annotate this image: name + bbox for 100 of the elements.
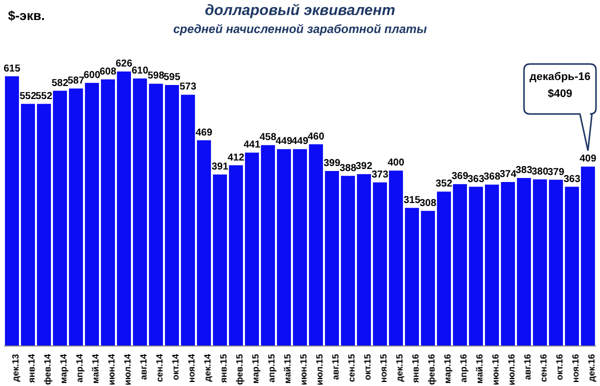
x-tick-label: окт.14 bbox=[170, 354, 180, 380]
data-label: 587 bbox=[68, 76, 85, 87]
x-tick-label: авг.15 bbox=[330, 354, 340, 380]
x-tick-label: фев.15 bbox=[234, 354, 244, 385]
bar bbox=[372, 182, 387, 346]
data-label: 449 bbox=[276, 136, 293, 148]
bar bbox=[276, 149, 291, 346]
x-tick-label: фев.16 bbox=[426, 354, 436, 385]
x-tick-label: янв.15 bbox=[218, 354, 228, 383]
x-tick-label: окт.15 bbox=[362, 354, 372, 380]
bar bbox=[484, 184, 499, 346]
bar bbox=[116, 71, 131, 346]
x-tick-label: апр.14 bbox=[74, 354, 84, 382]
data-label: 363 bbox=[468, 174, 485, 185]
x-tick-label: фев.14 bbox=[42, 354, 52, 385]
x-tick-label: ноя.14 bbox=[186, 354, 196, 383]
bar bbox=[420, 210, 435, 346]
bar bbox=[340, 176, 355, 346]
data-label: 600 bbox=[84, 70, 101, 81]
data-label: 383 bbox=[516, 165, 533, 176]
bar bbox=[4, 76, 19, 346]
data-label: 449 bbox=[292, 136, 309, 148]
x-tick-label: май.14 bbox=[90, 354, 100, 384]
x-tick-label: июн.16 bbox=[490, 354, 500, 386]
x-tick-label: апр.16 bbox=[458, 354, 468, 382]
data-label: 582 bbox=[52, 78, 69, 89]
data-label: 373 bbox=[372, 169, 389, 180]
bar bbox=[356, 174, 371, 346]
data-label: 573 bbox=[180, 82, 197, 93]
bar bbox=[180, 94, 195, 346]
data-label: 379 bbox=[548, 166, 565, 178]
bar bbox=[68, 88, 83, 346]
data-label: 368 bbox=[484, 172, 501, 183]
data-label: 388 bbox=[340, 162, 357, 174]
data-label: 391 bbox=[212, 162, 229, 173]
data-label: 608 bbox=[100, 66, 117, 78]
data-label: 399 bbox=[324, 158, 341, 170]
bar bbox=[308, 144, 323, 346]
bar bbox=[388, 170, 403, 346]
data-label: 400 bbox=[388, 158, 405, 169]
bar bbox=[324, 171, 339, 346]
data-label: 392 bbox=[356, 161, 373, 172]
bar bbox=[468, 186, 483, 346]
x-tick-label: сен.16 bbox=[538, 354, 548, 382]
data-label: 552 bbox=[20, 90, 37, 102]
bar bbox=[436, 192, 451, 346]
x-tick-label: ноя.15 bbox=[378, 354, 388, 383]
x-tick-label: авг.14 bbox=[138, 354, 148, 380]
bar bbox=[500, 182, 515, 346]
data-label: 352 bbox=[436, 178, 453, 190]
x-tick-label: дек.15 bbox=[394, 354, 404, 382]
data-label: 369 bbox=[452, 171, 469, 182]
bar bbox=[20, 104, 35, 346]
data-label: 610 bbox=[132, 65, 149, 76]
bar bbox=[212, 174, 227, 346]
x-tick-label: май.16 bbox=[474, 354, 484, 384]
data-label: 308 bbox=[420, 198, 437, 209]
x-tick-label: май.15 bbox=[282, 354, 292, 384]
bar bbox=[148, 84, 163, 346]
bar bbox=[564, 186, 579, 346]
bar bbox=[164, 85, 179, 346]
bar bbox=[100, 79, 115, 346]
x-tick-label: мар.14 bbox=[58, 354, 68, 384]
x-tick-label: янв.16 bbox=[410, 354, 420, 383]
x-tick-label: июн.14 bbox=[106, 354, 116, 386]
chart-subtitle: средней начисленной заработной платы bbox=[172, 22, 428, 36]
x-tick-label: сен.15 bbox=[346, 354, 356, 382]
chart-title: долларовый эквивалент bbox=[204, 2, 396, 19]
annotation: декабрь-16 $409 bbox=[530, 71, 590, 100]
bar bbox=[52, 90, 67, 346]
data-label: 460 bbox=[308, 131, 325, 142]
bar bbox=[404, 208, 419, 346]
bar bbox=[516, 178, 531, 346]
data-label: 412 bbox=[228, 152, 245, 164]
data-label: 598 bbox=[148, 70, 165, 82]
data-label: 458 bbox=[260, 132, 277, 144]
x-tick-label: июл.14 bbox=[122, 354, 132, 386]
x-tick-label: дек.16 bbox=[586, 354, 596, 382]
bar bbox=[84, 82, 99, 346]
x-tick-label: ноя.16 bbox=[570, 354, 580, 383]
data-label: 315 bbox=[404, 194, 421, 206]
data-label: 409 bbox=[580, 154, 597, 165]
x-tick-label: авг.16 bbox=[522, 354, 532, 380]
data-label: 595 bbox=[164, 72, 181, 84]
data-label: 441 bbox=[244, 140, 261, 151]
bar bbox=[132, 78, 147, 346]
x-tick-label: дек.14 bbox=[202, 354, 212, 382]
x-tick-label: дек.13 bbox=[10, 354, 20, 382]
x-tick-label: окт.16 bbox=[554, 354, 564, 380]
data-label: 552 bbox=[36, 90, 53, 102]
x-tick-label: апр.15 bbox=[266, 354, 276, 382]
bar bbox=[36, 104, 51, 346]
data-label: 374 bbox=[500, 168, 517, 180]
x-tick-label: июн.15 bbox=[298, 354, 308, 386]
bar bbox=[580, 166, 595, 346]
data-label: 363 bbox=[564, 174, 581, 185]
data-label: 615 bbox=[4, 63, 21, 74]
bar bbox=[532, 179, 547, 346]
x-tick-label: мар.15 bbox=[250, 354, 260, 384]
bar bbox=[196, 140, 211, 346]
